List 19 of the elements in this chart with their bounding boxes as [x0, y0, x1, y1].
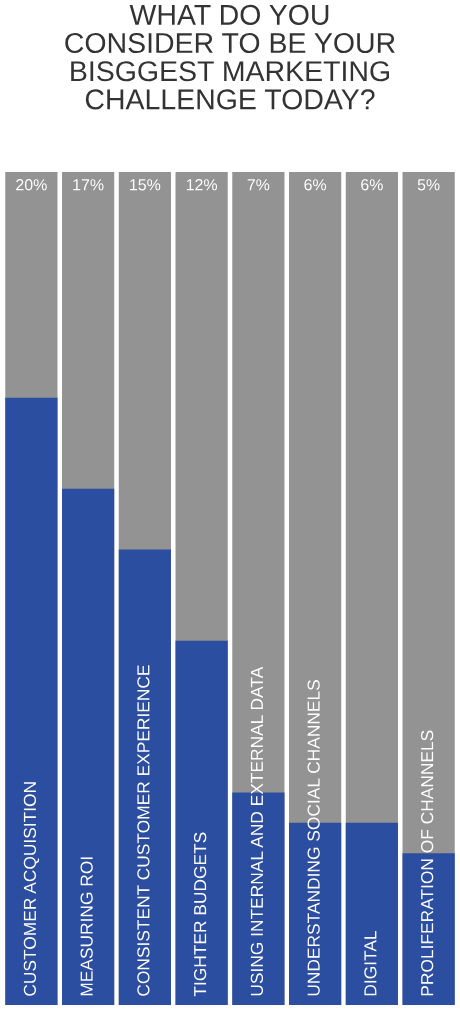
x-tick-label: DIGITAL [364, 931, 377, 996]
x-tick-label: MEASURING ROI [80, 857, 93, 996]
x-tick-label: UNDERSTANDING SOCIAL CHANNELS [307, 680, 320, 996]
data-label: 17% [73, 179, 104, 191]
data-label: 5% [417, 179, 440, 191]
x-tick-label: USING INTERNAL AND EXTERNAL DATA [250, 666, 264, 996]
data-label: 15% [130, 179, 161, 191]
data-label: 6% [361, 179, 383, 191]
bar [345, 822, 398, 1005]
data-label: 20% [16, 179, 47, 191]
data-label: 7% [247, 179, 270, 191]
chart-title: WHAT DO YOU CONSIDER TO BE YOUR BISGGEST MARKETING CHALLENGE TODAY? [65, 4, 395, 110]
data-label: 12% [186, 179, 218, 191]
x-tick-label: CONSISTENT CUSTOMER EXPERIENCE [137, 665, 150, 996]
x-tick-label: PROLIFERATION OF CHANNELS [420, 730, 434, 996]
x-tick-label: CUSTOMER ACQUISITION [23, 782, 40, 996]
bar [402, 853, 455, 1005]
data-label: 6% [304, 179, 327, 191]
x-tick-label: TIGHTER BUDGETS [193, 832, 207, 997]
